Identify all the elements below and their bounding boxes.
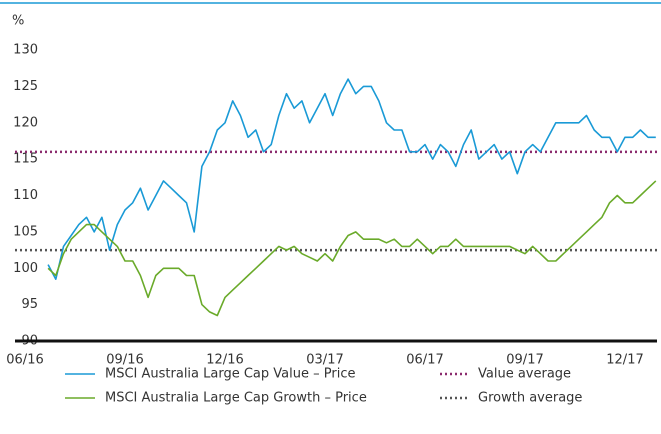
y-tick-label: 110 [13, 188, 38, 203]
x-tick-label: 12/16 [206, 353, 243, 368]
y-tick-label: 100 [13, 261, 38, 276]
x-tick-label: 06/17 [406, 353, 443, 368]
legend-label: MSCI Australia Large Cap Value – Price [105, 367, 355, 382]
series-line [47, 180, 657, 317]
y-tick-label: 115 [13, 152, 38, 167]
y-tick-label: 105 [13, 224, 38, 239]
x-tick-label: 09/17 [506, 353, 543, 368]
y-unit: % [12, 14, 24, 29]
series-line [47, 78, 656, 280]
y-tick-label: 120 [13, 115, 38, 130]
x-tick-label: 03/17 [306, 353, 343, 368]
x-tick-label: 09/16 [106, 353, 143, 368]
y-tick-label: 125 [13, 79, 38, 94]
x-tick-label: 12/17 [606, 353, 643, 368]
legend-label: Value average [478, 367, 571, 382]
x-tick-label: 06/16 [6, 353, 43, 368]
legend-label: Growth average [478, 391, 582, 406]
y-tick-label: 130 [13, 43, 38, 58]
y-tick-label: 95 [21, 297, 38, 312]
legend-label: MSCI Australia Large Cap Growth – Price [105, 391, 367, 406]
